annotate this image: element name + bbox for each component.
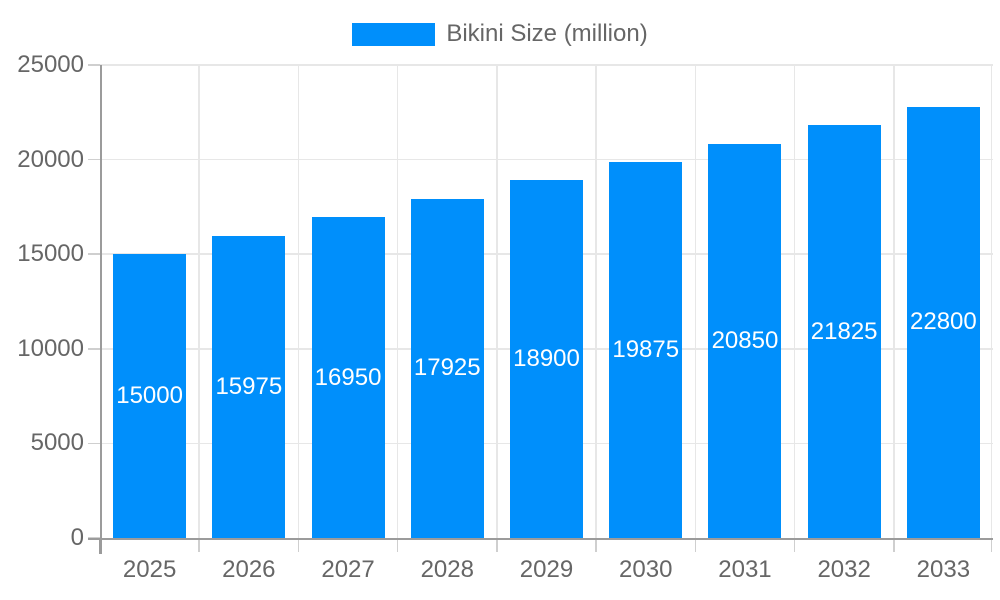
x-axis-tick — [595, 540, 597, 552]
plot-area: 15000 15975 16950 17925 18900 19875 20850 21825… — [88, 64, 993, 554]
gridline-vertical — [694, 65, 697, 538]
x-tick-label: 2025 — [122, 556, 177, 583]
bar-2027[interactable]: 16950 — [311, 217, 385, 538]
y-axis-tick — [88, 64, 100, 66]
x-axis-tick — [396, 540, 399, 552]
gridline-horizontal — [100, 158, 993, 161]
bar-2026[interactable]: 15975 — [212, 235, 286, 538]
bar-value-label: 18900 — [513, 345, 580, 373]
y-axis-tick — [88, 158, 100, 161]
x-axis-tick — [198, 540, 200, 552]
bar-2025[interactable]: 15000 — [113, 254, 187, 538]
gridline-horizontal — [100, 64, 993, 66]
gridline-vertical — [198, 65, 200, 538]
bar-2028[interactable]: 17925 — [410, 198, 484, 538]
x-axis-tick — [990, 540, 993, 552]
x-axis-tick — [893, 540, 895, 552]
x-axis-tick — [793, 540, 796, 552]
x-tick-label: 2028 — [420, 556, 474, 583]
legend-label: Bikini Size (million) — [446, 20, 648, 47]
x-tick-label: 2029 — [519, 556, 574, 583]
bar-value-label: 19875 — [612, 335, 680, 363]
gridline-vertical — [496, 65, 498, 538]
bar-value-label: 20850 — [711, 326, 779, 354]
x-tick-label: 2030 — [619, 556, 673, 583]
x-axis-tick — [496, 540, 498, 552]
bar-value-label: 15975 — [215, 372, 283, 400]
gridline-vertical — [396, 65, 399, 538]
bar-value-label: 15000 — [116, 382, 183, 410]
y-tick-label: 25000 — [17, 51, 84, 78]
y-axis: 0 5000 10000 15000 20000 25000 — [0, 51, 84, 551]
y-tick-label: 10000 — [17, 334, 84, 362]
x-axis: 2025 2026 2027 2028 2029 2030 2031 2032 2033 — [100, 556, 993, 588]
bar-2030[interactable]: 19875 — [609, 161, 683, 538]
x-tick-label: 2026 — [222, 556, 276, 583]
gridline-vertical — [990, 65, 993, 538]
gridline-vertical — [297, 65, 300, 538]
bar-2032[interactable]: 21825 — [807, 125, 881, 538]
x-tick-label: 2033 — [916, 556, 971, 583]
y-tick-label: 0 — [70, 524, 84, 551]
bar-value-label: 21825 — [810, 317, 878, 345]
x-axis-line — [88, 538, 993, 540]
gridline-vertical — [595, 65, 597, 538]
y-tick-label: 5000 — [30, 429, 84, 457]
y-axis-line — [100, 65, 102, 554]
x-axis-tick — [297, 540, 300, 552]
bar-value-label: 17925 — [413, 354, 481, 382]
y-axis-tick — [88, 253, 100, 255]
legend[interactable]: Bikini Size (million) — [0, 20, 1000, 48]
y-tick-label: 15000 — [17, 240, 84, 268]
bar-2031[interactable]: 20850 — [708, 143, 782, 538]
y-axis-tick — [88, 442, 100, 445]
x-tick-label: 2032 — [817, 556, 871, 583]
bar-value-label: 16950 — [314, 363, 382, 391]
x-tick-label: 2031 — [718, 556, 772, 583]
bar-2033[interactable]: 22800 — [906, 106, 980, 538]
gridline-vertical — [793, 65, 796, 538]
x-axis-tick — [694, 540, 697, 552]
x-tick-label: 2027 — [321, 556, 375, 583]
y-axis-tick — [88, 348, 100, 350]
bar-value-label: 22800 — [910, 308, 977, 336]
legend-swatch-icon — [352, 22, 436, 46]
y-tick-label: 20000 — [17, 145, 84, 173]
bar-2029[interactable]: 18900 — [510, 180, 583, 538]
gridline-vertical — [893, 65, 895, 538]
